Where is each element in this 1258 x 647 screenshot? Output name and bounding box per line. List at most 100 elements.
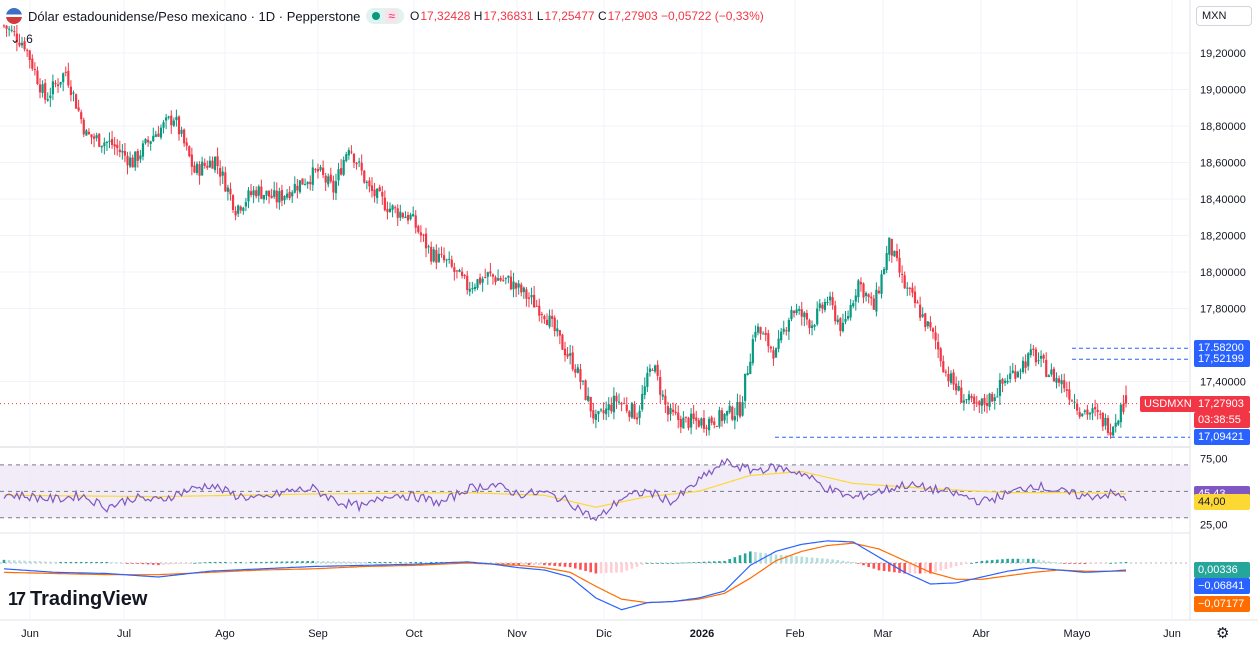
candle-body — [401, 213, 404, 218]
candle-body — [419, 232, 422, 236]
time-tick-label: Jun — [21, 628, 39, 640]
candle-body — [960, 387, 963, 403]
candle-body — [406, 215, 410, 221]
candle-body — [816, 308, 819, 325]
candle-body — [471, 288, 474, 290]
macd-histogram-bar — [74, 561, 78, 563]
macd-histogram-bar — [810, 557, 814, 563]
macd-pane[interactable] — [0, 540, 1190, 611]
macd-histogram-bar — [43, 561, 47, 563]
macd-histogram-bar — [136, 563, 140, 564]
candle-body — [641, 393, 644, 410]
candle-body — [556, 328, 559, 332]
indicators-toggle[interactable]: ⌄ 6 — [10, 32, 33, 46]
macd-histogram-bar — [512, 563, 515, 565]
candle-body — [687, 417, 690, 428]
macd-histogram-bar — [738, 555, 742, 563]
candle-body — [659, 377, 662, 395]
candle-body — [237, 205, 240, 214]
macd-histogram-bar — [357, 561, 361, 563]
symbol-tag: USDMXN — [1140, 395, 1196, 412]
currency-button[interactable]: MXN — [1196, 6, 1252, 26]
candle-body — [589, 396, 592, 412]
wave-icon: ≈ — [385, 9, 399, 23]
candle-body — [978, 401, 981, 406]
time-tick-label: 2026 — [690, 628, 714, 640]
rsi-ma-line — [4, 470, 1127, 508]
macd-histogram-bar — [934, 563, 937, 573]
candle-body — [327, 176, 330, 185]
macd-histogram-bar — [563, 563, 567, 567]
time-tick-label: Dic — [596, 628, 612, 640]
macd-histogram-bar — [790, 555, 793, 563]
candle-series[interactable] — [2, 24, 1128, 439]
macd-histogram-bar — [877, 563, 881, 571]
candle-body — [100, 145, 103, 148]
macd-histogram-bar — [409, 561, 412, 563]
candle-body — [481, 278, 484, 283]
macd-histogram-bar — [285, 561, 289, 563]
candle-body — [666, 406, 670, 415]
candle-body — [1112, 426, 1115, 436]
candle-body — [489, 271, 492, 274]
candle-body — [1029, 349, 1032, 356]
candle-body — [957, 385, 960, 391]
time-tick-label: Jul — [117, 628, 131, 640]
candle-body — [219, 167, 222, 177]
macd-histogram-bar — [599, 563, 603, 574]
symbol-title[interactable]: Dólar estadounidense/Peso mexicano · 1D … — [28, 8, 361, 24]
candle-body — [95, 135, 98, 139]
candle-body — [931, 328, 935, 332]
macd-histogram-bar — [79, 561, 83, 563]
candle-body — [1119, 404, 1122, 423]
candle-body — [736, 402, 739, 416]
candle-body — [762, 333, 765, 335]
macd-histogram-bar — [980, 560, 984, 563]
market-status-badge[interactable]: ≈ — [366, 8, 405, 24]
candle-body — [80, 112, 83, 120]
candle-body — [1060, 380, 1063, 385]
candle-body — [229, 188, 232, 195]
candle-body — [13, 31, 16, 33]
candle-body — [49, 95, 52, 99]
macd-histogram-bar — [23, 560, 26, 563]
macd-histogram-bar — [795, 556, 798, 563]
candle-body — [373, 189, 376, 197]
macd-histogram-bar — [306, 561, 309, 563]
symbol-legend[interactable]: Dólar estadounidense/Peso mexicano · 1D … — [6, 6, 764, 26]
candle-body — [731, 406, 734, 420]
candle-body — [285, 193, 289, 198]
macd-histogram-bar — [100, 561, 104, 563]
macd-histogram-bar — [435, 561, 438, 563]
macd-line — [3, 540, 1127, 611]
rsi-pane[interactable] — [0, 457, 1190, 522]
tv-logo-icon: 17 — [8, 589, 26, 609]
candle-body — [805, 313, 808, 320]
candle-body — [527, 297, 531, 299]
time-tick-label: Oct — [405, 628, 422, 640]
macd-histogram-bar — [1021, 558, 1025, 563]
candle-body — [888, 237, 891, 255]
candle-body — [800, 309, 803, 317]
macd-histogram-bar — [507, 563, 510, 565]
candle-body — [846, 315, 850, 319]
candle-body — [368, 180, 371, 187]
tradingview-logo[interactable]: 17 TradingView — [8, 588, 147, 611]
candle-body — [726, 411, 729, 416]
candle-body — [350, 151, 353, 153]
gear-icon[interactable]: ⚙ — [1216, 625, 1230, 642]
candle-body — [630, 402, 634, 418]
candle-body — [952, 372, 955, 385]
candle-body — [1088, 412, 1092, 415]
candle-body — [82, 119, 85, 135]
time-axis[interactable]: Jun Jul Ago Sep Oct Nov Dic 2026 Feb Mar Abr Mayo Ju… — [21, 628, 1181, 640]
candle-body — [746, 373, 749, 375]
macd-histogram-bar — [898, 563, 901, 573]
price-axis[interactable]: 19,20000 19,00000 18,80000 18,60000 18,40000… — [1200, 48, 1246, 531]
candle-body — [18, 42, 21, 46]
macd-histogram-bar — [656, 563, 659, 564]
macd-histogram-bar — [85, 561, 88, 563]
macd-histogram-bar — [707, 561, 711, 563]
candle-body — [692, 413, 695, 420]
